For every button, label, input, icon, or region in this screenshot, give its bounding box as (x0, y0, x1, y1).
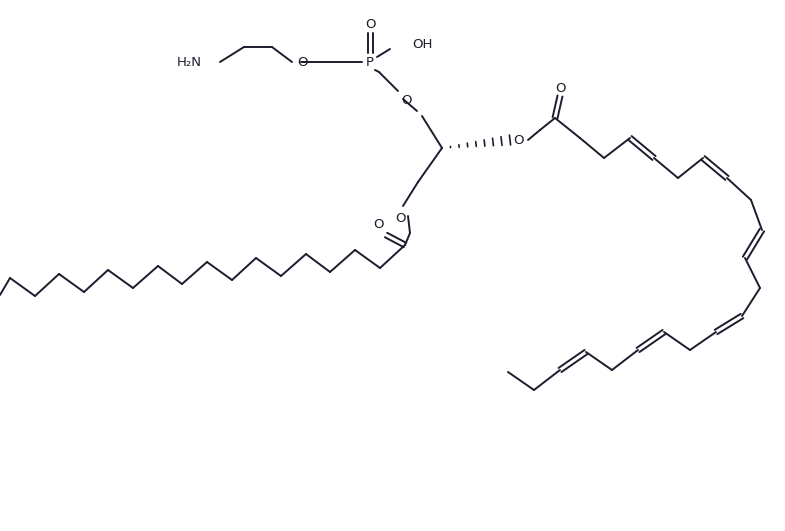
Text: P: P (366, 56, 374, 68)
Text: O: O (395, 211, 405, 225)
Text: O: O (555, 81, 565, 95)
Text: O: O (365, 19, 375, 31)
Text: O: O (297, 56, 307, 68)
Text: H₂N: H₂N (177, 56, 202, 68)
Text: O: O (402, 93, 412, 107)
Text: O: O (513, 133, 524, 147)
Text: O: O (373, 218, 383, 232)
Text: OH: OH (412, 38, 433, 50)
